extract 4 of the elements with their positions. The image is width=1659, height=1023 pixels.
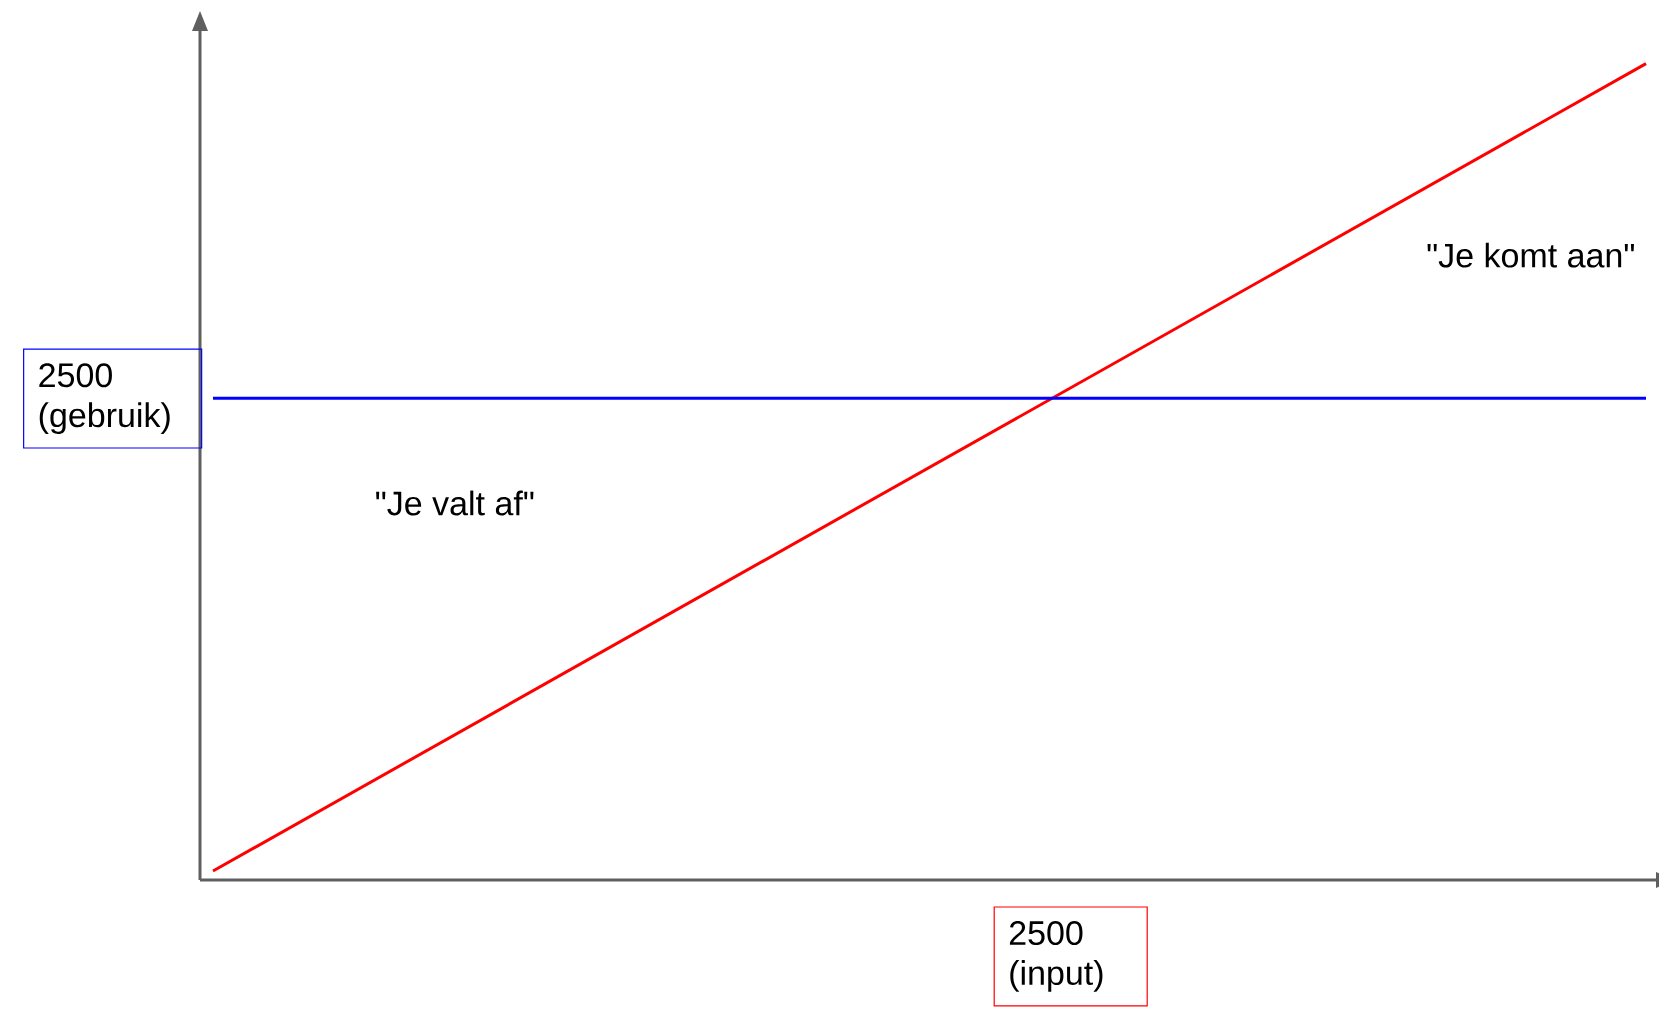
- annotation: "Je valt af": [376, 490, 534, 516]
- annotation: "Je komt aan": [1427, 242, 1634, 268]
- annotation: 2500 (gebruik): [39, 363, 170, 435]
- text: 2500 (input): [1009, 921, 1103, 992]
